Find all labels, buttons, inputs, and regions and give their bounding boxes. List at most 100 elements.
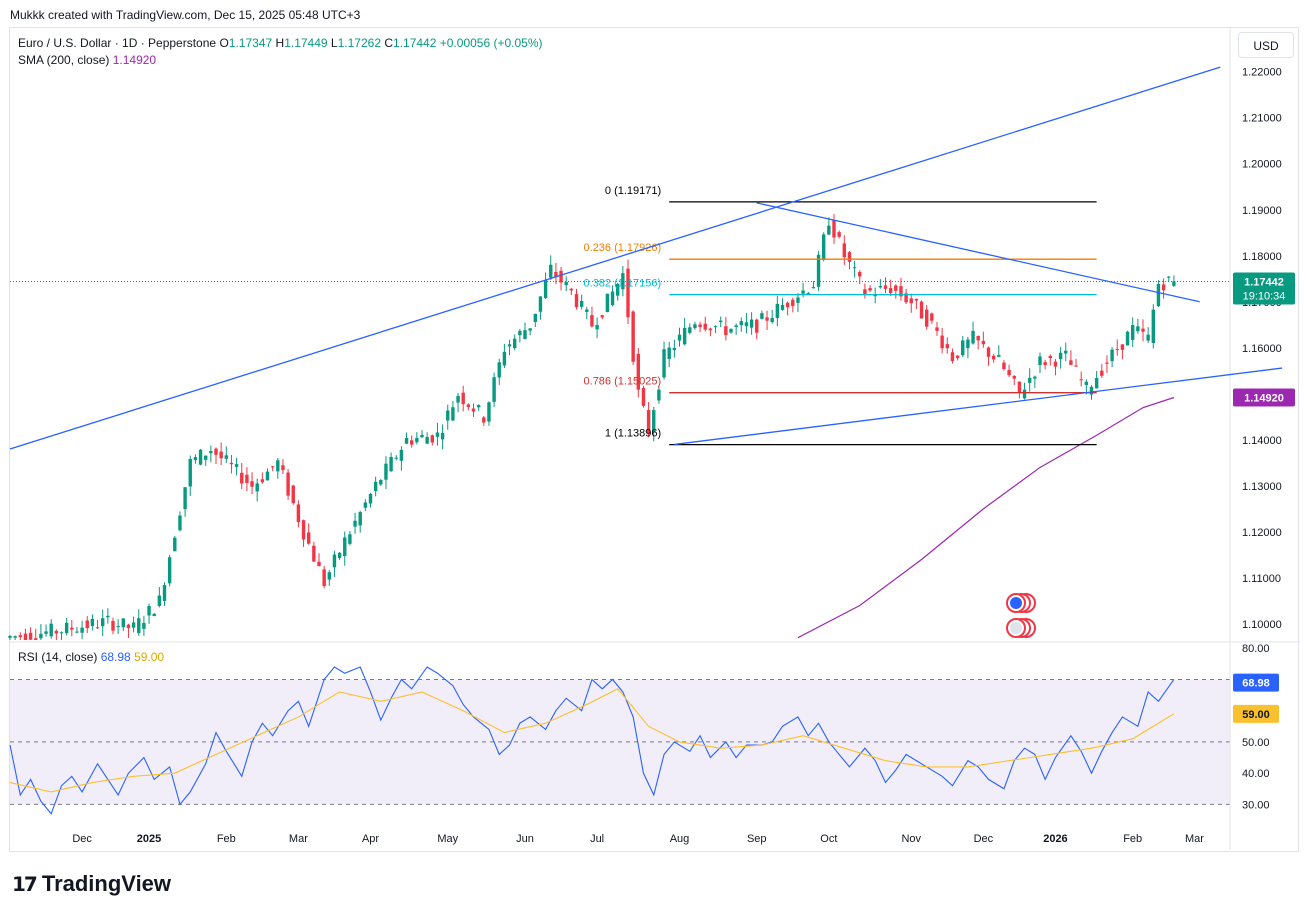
candle[interactable]	[482, 417, 486, 423]
candle[interactable]	[579, 300, 584, 307]
candle[interactable]	[173, 537, 177, 552]
candle[interactable]	[543, 280, 548, 299]
candle[interactable]	[652, 410, 656, 433]
candle[interactable]	[827, 225, 831, 235]
candle[interactable]	[1089, 386, 1094, 395]
candle[interactable]	[765, 317, 769, 321]
rsi-label[interactable]: RSI (14, close)	[18, 650, 98, 664]
candle[interactable]	[780, 305, 785, 310]
candle[interactable]	[1156, 283, 1161, 307]
candle[interactable]	[935, 327, 939, 331]
candle[interactable]	[590, 315, 594, 327]
candle[interactable]	[260, 479, 265, 483]
candle[interactable]	[106, 615, 110, 618]
candle[interactable]	[286, 472, 290, 496]
candle[interactable]	[909, 298, 913, 304]
candle[interactable]	[492, 377, 496, 402]
candle[interactable]	[925, 309, 929, 327]
candle[interactable]	[775, 303, 780, 319]
candle[interactable]	[368, 493, 373, 504]
candle[interactable]	[466, 404, 471, 408]
tradingview-logo[interactable]: 𝟭𝟳 TradingView	[12, 871, 171, 897]
rsi-value-tag[interactable]	[1233, 673, 1279, 692]
candle[interactable]	[605, 293, 610, 313]
candle[interactable]	[353, 520, 357, 527]
candle[interactable]	[219, 451, 223, 459]
candle[interactable]	[204, 455, 208, 460]
candle[interactable]	[1022, 389, 1027, 399]
rsi-ma-tag[interactable]	[1233, 704, 1279, 723]
candle[interactable]	[734, 325, 738, 327]
candle[interactable]	[13, 636, 17, 638]
candle[interactable]	[667, 347, 671, 359]
candle[interactable]	[801, 290, 805, 294]
candle[interactable]	[276, 460, 280, 472]
candle[interactable]	[291, 485, 295, 504]
candle[interactable]	[677, 334, 682, 341]
candle[interactable]	[152, 613, 156, 617]
candle[interactable]	[822, 234, 826, 260]
candle[interactable]	[420, 434, 424, 438]
candle[interactable]	[1074, 365, 1078, 367]
candle[interactable]	[672, 348, 677, 351]
candle[interactable]	[451, 407, 455, 421]
candle[interactable]	[502, 351, 507, 366]
candle[interactable]	[121, 618, 125, 628]
candle[interactable]	[760, 313, 764, 319]
candle[interactable]	[101, 618, 105, 627]
candle[interactable]	[595, 324, 599, 330]
rsi-line[interactable]	[9, 666, 1175, 815]
candle[interactable]	[559, 270, 563, 283]
candle[interactable]	[126, 624, 131, 629]
trendline-upper-channel[interactable]	[9, 66, 1221, 450]
candle[interactable]	[389, 456, 393, 472]
candle[interactable]	[585, 309, 589, 312]
candle[interactable]	[554, 272, 558, 278]
candle[interactable]	[137, 618, 141, 634]
candle[interactable]	[950, 352, 955, 362]
candle[interactable]	[713, 326, 718, 328]
candle[interactable]	[631, 311, 635, 362]
candle[interactable]	[379, 480, 383, 485]
candle[interactable]	[811, 287, 816, 289]
candle[interactable]	[976, 335, 980, 341]
candle[interactable]	[538, 296, 543, 312]
candle[interactable]	[1151, 309, 1155, 343]
candle[interactable]	[348, 534, 352, 544]
candle[interactable]	[8, 636, 12, 638]
candle[interactable]	[23, 633, 28, 640]
sma-price-tag[interactable]	[1233, 388, 1295, 407]
candle[interactable]	[842, 243, 846, 258]
candle[interactable]	[791, 299, 795, 307]
candle[interactable]	[806, 293, 810, 295]
candle[interactable]	[961, 340, 965, 356]
trendline-ascending-support[interactable]	[674, 367, 1283, 446]
candle[interactable]	[945, 344, 949, 349]
candle[interactable]	[930, 313, 934, 321]
candle[interactable]	[837, 232, 841, 237]
candle[interactable]	[708, 328, 713, 331]
candle[interactable]	[1105, 362, 1109, 364]
trendline-descending[interactable]	[756, 202, 1200, 303]
us-flag-icon[interactable]	[1010, 622, 1022, 634]
candle[interactable]	[39, 633, 43, 639]
candle[interactable]	[528, 328, 532, 331]
candle[interactable]	[816, 254, 821, 287]
candle[interactable]	[116, 626, 120, 628]
candle[interactable]	[54, 630, 59, 634]
candle[interactable]	[446, 410, 450, 421]
candle[interactable]	[641, 388, 646, 406]
candle[interactable]	[1094, 377, 1099, 389]
candle[interactable]	[1131, 325, 1135, 340]
candle[interactable]	[523, 330, 527, 339]
candle[interactable]	[1136, 326, 1140, 332]
candle[interactable]	[373, 481, 378, 492]
candle[interactable]	[64, 622, 69, 634]
candle[interactable]	[332, 554, 337, 568]
candle[interactable]	[883, 285, 888, 289]
candle[interactable]	[343, 537, 347, 556]
candle[interactable]	[425, 436, 429, 444]
candle[interactable]	[75, 631, 79, 633]
candle[interactable]	[296, 504, 301, 523]
